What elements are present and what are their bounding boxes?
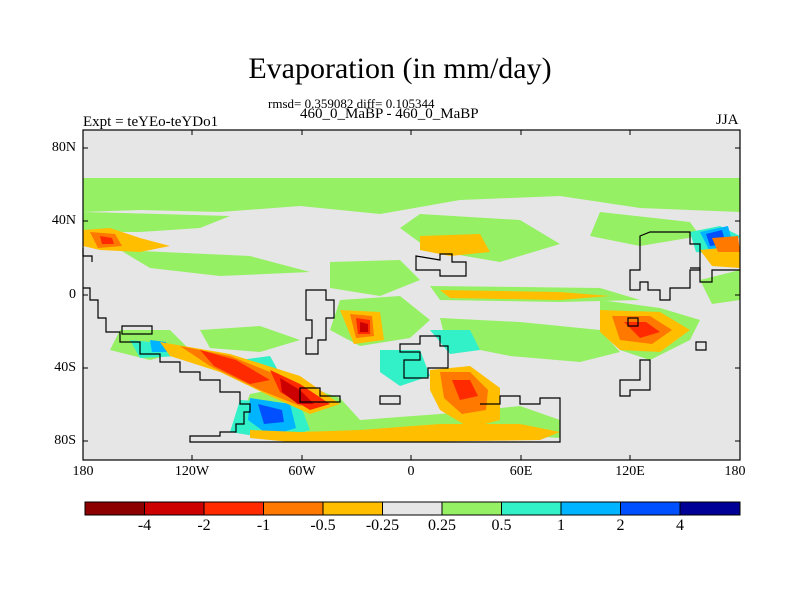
lon-label-120e: 120E — [615, 464, 645, 479]
plot-title: Evaporation (in mm/day) — [248, 52, 552, 85]
colorbar-box-10 — [680, 502, 740, 515]
colorbar-label: -2 — [197, 517, 211, 534]
lat-label-80s: 80S — [54, 433, 76, 448]
time-label: 460_0_MaBP - 460_0_MaBP — [300, 106, 479, 122]
lon-label-180w: 180 — [72, 464, 94, 479]
lon-label-60w: 60W — [288, 464, 316, 479]
axis-ticks — [83, 130, 740, 460]
contour-fill-darkred — [280, 322, 368, 404]
colorbar-box-0 — [85, 502, 145, 515]
lat-label-80n: 80N — [51, 140, 76, 155]
stats-label: rmsd= 0.359082 diff= 0.105344 — [268, 96, 435, 111]
experiment-label: Expt = teYEo-teYDo1 — [83, 114, 219, 130]
lat-label-40s: 40S — [54, 360, 76, 375]
colorbar-label: 1 — [557, 517, 565, 534]
lon-label-180e: 180 — [724, 464, 746, 479]
colorbar-box-5 — [382, 502, 442, 515]
colorbar-box-1 — [144, 502, 204, 515]
colorbar-label: 0.5 — [491, 517, 512, 534]
season-label: JJA — [716, 112, 739, 128]
lon-label-120w: 120W — [174, 464, 210, 479]
colorbar-label: -0.25 — [365, 517, 400, 534]
colorbar-label: -4 — [137, 517, 152, 534]
lon-label-0: 0 — [407, 464, 415, 479]
colorbar-box-9 — [620, 502, 680, 515]
colorbar-box-4 — [323, 502, 383, 515]
colorbar-box-3 — [263, 502, 323, 515]
colorbar-label: 4 — [676, 517, 684, 534]
colorbar-box-7 — [501, 502, 561, 515]
colorbar-label: 0.25 — [428, 517, 456, 534]
lat-label-40n: 40N — [51, 213, 76, 228]
lat-label-0: 0 — [69, 287, 76, 302]
colorbar-box-6 — [442, 502, 502, 515]
colorbar — [84, 501, 741, 516]
colorbar-box-8 — [561, 502, 621, 515]
colorbar-box-2 — [204, 502, 264, 515]
lon-label-60e: 60E — [509, 464, 533, 479]
colorbar-label: -1 — [256, 517, 271, 534]
colorbar-label: -0.5 — [310, 517, 336, 534]
colorbar-label: 2 — [616, 517, 625, 534]
